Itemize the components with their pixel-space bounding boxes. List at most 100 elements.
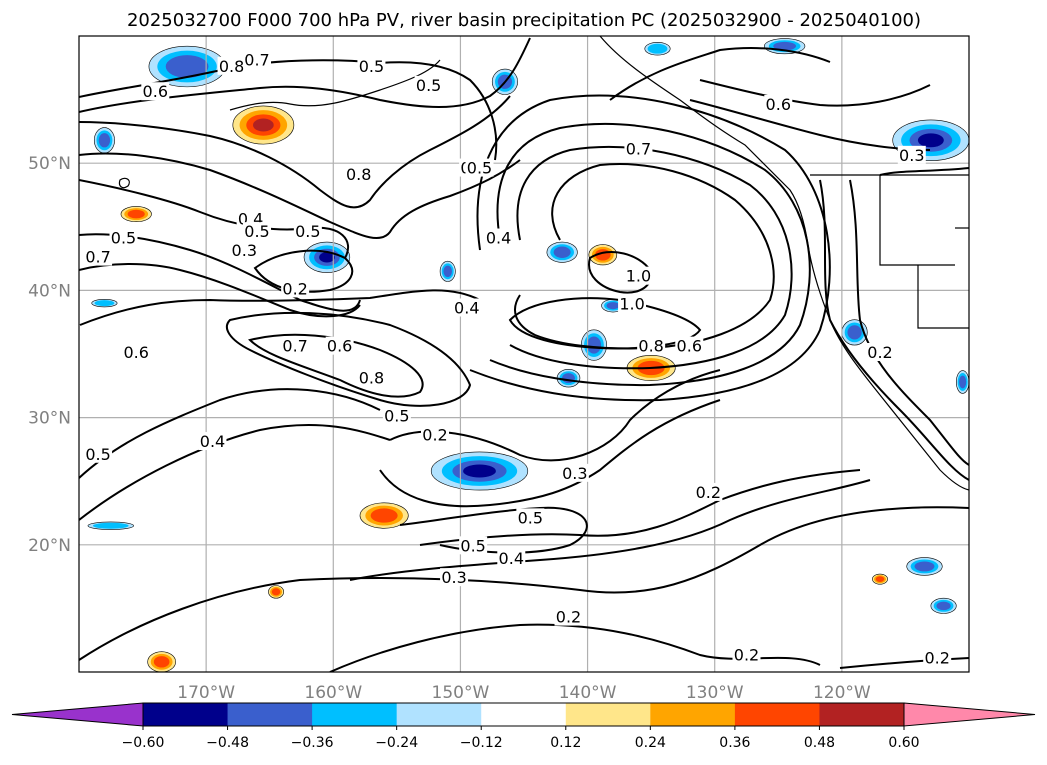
contour-label-bg (421, 425, 449, 444)
pc-shade (917, 133, 944, 148)
colorbar-tick-label: 0.36 (719, 735, 750, 751)
contour-label: 0.7 (282, 337, 307, 356)
pc-blob (955, 370, 969, 394)
contour-label-bg (764, 94, 793, 113)
colorbar-tick-label: −0.12 (460, 735, 503, 751)
contour-label-bg (484, 228, 513, 247)
state-border (879, 175, 955, 266)
contour-label-bg (243, 222, 271, 241)
y-tick-label: 50°N (28, 154, 71, 174)
longitude-ticks: 170°W 160°W 150°W 140°W 130°W 120°W (177, 683, 871, 703)
contour-label-bg (230, 241, 259, 260)
pc-blob (359, 502, 409, 529)
pc-blob (439, 260, 456, 282)
contour-label-bg (281, 336, 310, 355)
contour-label-bg (866, 343, 894, 361)
contour-label: 0.5 (416, 76, 441, 95)
pc-blob (580, 329, 607, 361)
contour-label: 0.2 (924, 648, 949, 667)
pv-contour-line (79, 506, 969, 661)
contour-label-bg (325, 336, 354, 355)
contour-label: 0.5 (518, 508, 543, 527)
contour-label-bg (560, 463, 589, 482)
pc-shade (553, 246, 571, 258)
pv-contour-line (79, 388, 381, 479)
colorbar-tick-label: 0.12 (550, 735, 581, 751)
pc-shade (98, 133, 111, 148)
pc-shade (319, 252, 335, 263)
contour-label-bg (357, 368, 386, 387)
pv-contour-line (225, 311, 472, 407)
contour-labels: 0.80.70.60.50.50.80.50.40.50.50.50.30.70… (84, 50, 952, 667)
contour-label: 0.5 (295, 222, 320, 241)
coastlines (118, 36, 969, 491)
pc-shade (165, 55, 209, 78)
contour-label-bg (452, 298, 481, 317)
contour-label: 0.6 (123, 343, 148, 362)
contour-label: 0.6 (677, 337, 702, 356)
pc-blob (556, 368, 581, 388)
chart-title: 2025032700 F000 700 hPa PV, river basin … (127, 10, 921, 31)
contour-label-bg (624, 139, 653, 158)
contour-label: 1.0 (619, 295, 644, 314)
contour-label-bg (293, 222, 322, 241)
colorbar-segment (734, 703, 820, 726)
pv-contour-line (419, 469, 861, 546)
contour-label: 0.5 (244, 222, 269, 241)
contour-label-bg (897, 145, 926, 164)
pv-contour-line (379, 399, 721, 508)
contour-label: 0.8 (219, 57, 244, 76)
pc-blob (872, 573, 888, 585)
x-tick-label: 120°W (813, 683, 871, 703)
contour-label: 0.5 (111, 229, 136, 248)
pc-blob (91, 299, 118, 308)
contour-label-bg (281, 279, 310, 298)
pc-shade (959, 375, 967, 389)
contour-label: 0.8 (638, 337, 663, 356)
contour-label: 0.4 (454, 298, 479, 317)
contour-label: 0.7 (626, 139, 651, 158)
contour-label: 1.0 (626, 267, 651, 286)
pv-contour-line (839, 657, 969, 669)
contour-label: 0.2 (867, 343, 892, 362)
contour-label: 0.2 (556, 608, 581, 627)
pc-shade (92, 522, 129, 529)
pc-blob (930, 597, 957, 614)
contour-label-bg (109, 228, 138, 247)
coastline (229, 59, 441, 111)
contour-label-bg (694, 482, 723, 501)
latitude-ticks: 20°N 30°N 40°N 50°N (28, 154, 71, 556)
pc-shade (586, 336, 602, 354)
contour-label-bg (637, 336, 666, 355)
pc-blob (216, 756, 247, 765)
contour-label: 0.6 (327, 337, 352, 356)
pc-blob (147, 651, 176, 672)
pv-contour-line (79, 37, 531, 113)
contour-label: 0.5 (85, 445, 110, 464)
pv-contour-line (588, 251, 652, 294)
pc-shade (606, 302, 620, 310)
contour-label: 0.7 (244, 50, 269, 69)
pc-blob (644, 42, 671, 56)
pv-contour-line (879, 167, 969, 176)
pv-contour-line (508, 297, 702, 350)
pc-blob (430, 451, 529, 491)
contour-label-bg (344, 164, 373, 183)
contour-label: 0.5 (359, 57, 384, 76)
contour-label: 0.3 (562, 464, 587, 483)
contour-label-bg (122, 343, 151, 361)
pc-shade (914, 561, 935, 572)
contour-label-bg (382, 406, 411, 425)
pc-shade (773, 41, 797, 51)
colorbar-extend-high (903, 702, 1036, 727)
pv-contour-line (699, 79, 931, 107)
contour-label: 0.3 (899, 146, 924, 165)
contour-label: 0.4 (200, 432, 225, 451)
contour-label-bg (675, 336, 704, 355)
x-tick-label: 140°W (559, 683, 617, 703)
pc-shade (127, 209, 145, 219)
pv-contour-line (609, 47, 831, 101)
contour-label: 0.3 (232, 241, 257, 260)
coastline (599, 36, 969, 491)
